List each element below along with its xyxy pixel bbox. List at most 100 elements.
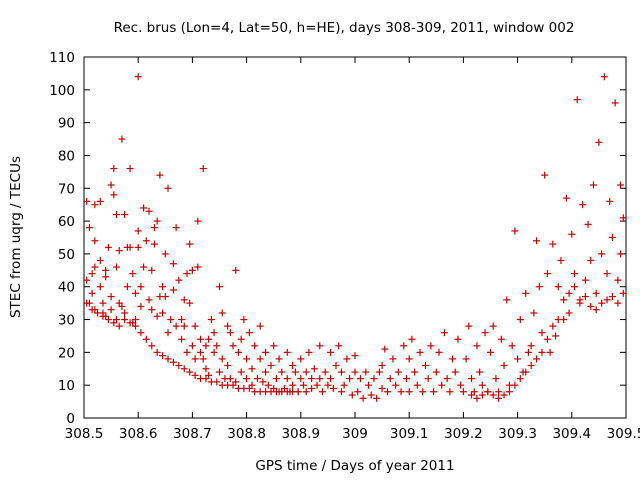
data-point: [216, 368, 223, 376]
data-point: [153, 348, 161, 356]
data-point: [289, 381, 297, 389]
data-point: [259, 378, 267, 386]
data-point: [468, 375, 476, 383]
data-point: [216, 283, 223, 291]
data-point: [598, 250, 606, 258]
data-point: [598, 299, 606, 307]
data-point: [492, 375, 500, 383]
data-point: [96, 283, 104, 291]
data-point: [522, 289, 530, 297]
data-point: [451, 368, 459, 376]
data-point: [153, 312, 161, 320]
data-point: [392, 381, 400, 389]
data-point: [188, 266, 196, 274]
y-axis-label: STEC from uqrg / TECUs: [8, 156, 24, 318]
y-tick-label: 110: [49, 50, 75, 66]
data-point: [378, 361, 386, 369]
data-point: [113, 211, 121, 219]
data-point: [454, 335, 462, 343]
data-point: [134, 243, 142, 251]
data-point: [603, 296, 611, 304]
data-point: [617, 181, 625, 189]
data-point: [96, 197, 104, 205]
data-point: [476, 368, 484, 376]
data-point: [421, 361, 429, 369]
data-point: [194, 263, 202, 271]
data-point: [262, 368, 270, 376]
data-point: [362, 368, 370, 376]
x-tick-label: 309.1: [390, 426, 429, 442]
data-point: [245, 384, 253, 392]
data-point: [262, 348, 270, 356]
data-point: [541, 171, 549, 179]
data-point: [148, 342, 156, 350]
data-point: [164, 355, 172, 363]
data-point: [327, 348, 335, 356]
data-point: [324, 381, 332, 389]
data-point: [487, 348, 494, 356]
data-point: [275, 355, 283, 363]
x-tick-label: 308.9: [281, 426, 320, 442]
data-point: [608, 293, 616, 301]
data-point: [131, 316, 139, 324]
data-point: [237, 368, 245, 376]
x-tick-label: 308.8: [227, 426, 266, 442]
y-tick-label: 60: [58, 214, 75, 230]
data-point: [419, 388, 427, 396]
data-point: [245, 329, 253, 337]
data-point: [140, 204, 148, 212]
y-tick-label: 30: [58, 313, 75, 329]
data-point: [202, 375, 210, 383]
data-point: [159, 352, 167, 360]
data-point: [137, 329, 145, 337]
data-point: [102, 266, 110, 274]
data-point: [538, 329, 546, 337]
data-point: [110, 165, 118, 173]
data-point: [169, 358, 177, 366]
data-point: [308, 384, 316, 392]
data-point: [213, 378, 221, 386]
data-point: [305, 348, 313, 356]
data-point: [348, 391, 356, 399]
data-point: [240, 316, 248, 324]
data-point: [121, 316, 129, 324]
data-point: [337, 368, 345, 376]
data-point: [500, 391, 508, 399]
data-point: [394, 368, 402, 376]
data-point: [356, 375, 364, 383]
data-point: [300, 381, 308, 389]
data-point: [167, 316, 175, 324]
data-point: [302, 388, 310, 396]
data-point: [478, 391, 486, 399]
data-point: [191, 355, 199, 363]
data-point: [96, 256, 104, 264]
data-point: [568, 230, 576, 238]
data-point: [91, 237, 99, 245]
data-point: [115, 247, 123, 255]
data-point: [511, 381, 519, 389]
data-point: [443, 375, 451, 383]
data-point: [218, 309, 226, 317]
data-point: [400, 342, 408, 350]
data-point: [562, 194, 570, 202]
data-point: [210, 348, 218, 356]
data-point: [126, 165, 134, 173]
data-point: [267, 361, 275, 369]
data-point: [175, 276, 183, 284]
data-point: [497, 335, 505, 343]
data-point: [408, 335, 416, 343]
data-point: [88, 306, 96, 314]
data-point: [229, 342, 237, 350]
data-point: [478, 381, 486, 389]
data-point: [88, 270, 96, 278]
data-point: [397, 388, 405, 396]
data-point: [432, 368, 440, 376]
data-point: [83, 299, 91, 307]
data-point: [94, 309, 102, 317]
data-point: [283, 348, 291, 356]
x-tick-label: 308.6: [119, 426, 158, 442]
data-point: [107, 293, 115, 301]
data-point: [522, 368, 530, 376]
data-point: [251, 342, 259, 350]
